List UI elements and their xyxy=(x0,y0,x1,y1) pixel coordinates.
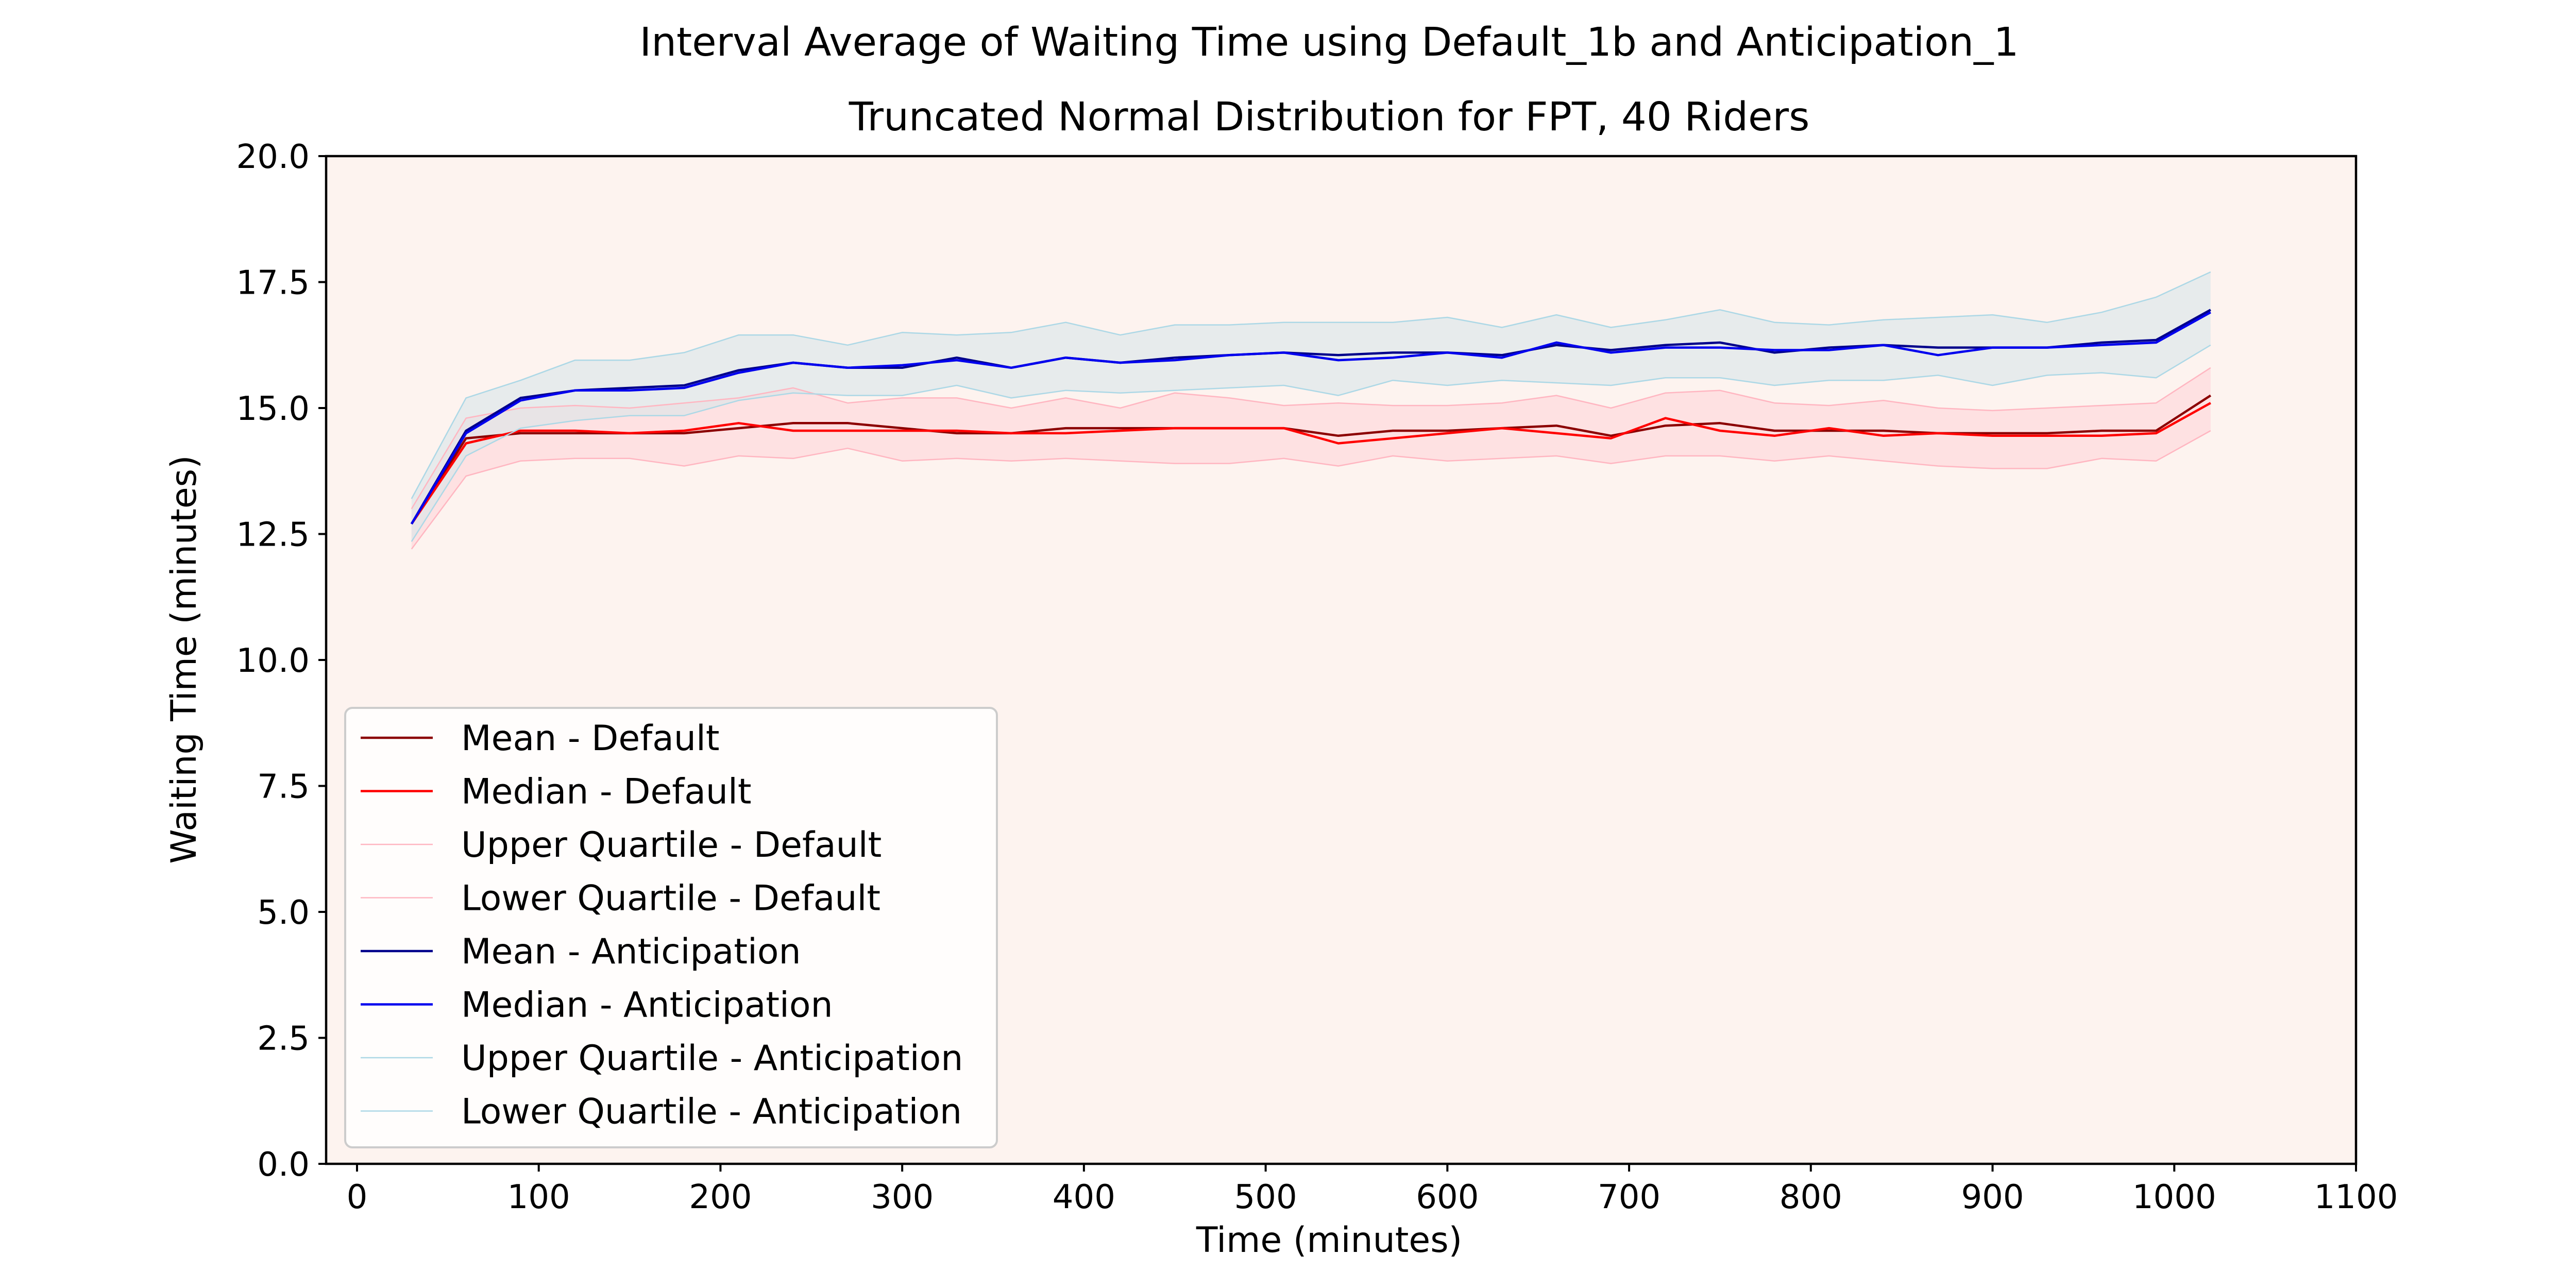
x-tick-label: 600 xyxy=(1416,1178,1479,1216)
x-tick-label: 500 xyxy=(1234,1178,1297,1216)
x-tick-label: 400 xyxy=(1053,1178,1115,1216)
series-line-upper-quartile-anticipation xyxy=(411,271,2211,499)
legend-label-mean-anticipation: Mean - Anticipation xyxy=(461,931,801,972)
y-tick-label: 20.0 xyxy=(236,138,310,176)
y-tick-label: 10.0 xyxy=(236,642,310,680)
legend-label-upper-quartile-anticipation: Upper Quartile - Anticipation xyxy=(461,1038,963,1079)
x-tick-label: 0 xyxy=(347,1178,368,1216)
y-tick-label: 0.0 xyxy=(257,1146,310,1184)
y-tick-label: 17.5 xyxy=(236,264,310,302)
series-line-upper-quartile-default xyxy=(411,367,2211,510)
y-tick-label: 2.5 xyxy=(257,1020,310,1058)
legend-label-median-default: Median - Default xyxy=(461,772,752,812)
series-line-lower-quartile-anticipation xyxy=(411,344,2211,542)
legend-label-upper-quartile-default: Upper Quartile - Default xyxy=(461,825,882,866)
series-line-mean-default xyxy=(410,394,2212,525)
x-axis-label: Time (minutes) xyxy=(1196,1220,1462,1261)
y-tick-label: 5.0 xyxy=(257,894,310,932)
chart-subtitle: Truncated Normal Distribution for FPT, 4… xyxy=(849,94,1810,140)
series-lines xyxy=(410,271,2212,550)
series-line-median-default xyxy=(410,402,2211,525)
x-tick-label: 800 xyxy=(1780,1178,1842,1216)
series-line-median-anticipation xyxy=(410,311,2211,525)
legend-label-median-anticipation: Median - Anticipation xyxy=(461,985,833,1026)
legend: Mean - Default Median - Default Upper Quar… xyxy=(344,707,998,1148)
x-axis: 0 100 200 300 400 500 600 700 800 900 1000 1100 xyxy=(347,1164,2398,1216)
x-tick-label: 100 xyxy=(507,1178,570,1216)
legend-box xyxy=(344,707,998,1148)
legend-label-mean-default: Mean - Default xyxy=(461,718,720,759)
y-axis: 0.0 2.5 5.0 7.5 10.0 12.5 15.0 17.5 20.0 xyxy=(236,138,326,1184)
series-line-lower-quartile-default xyxy=(411,430,2211,550)
quartile-band-1 xyxy=(411,367,2211,549)
x-tick-label: 900 xyxy=(1961,1178,2024,1216)
y-axis-label: Waiting Time (minutes) xyxy=(164,455,205,863)
series-line-mean-anticipation xyxy=(410,309,2211,525)
quartile-bands xyxy=(411,272,2211,549)
y-tick-label: 15.0 xyxy=(236,390,310,428)
chart-title: Interval Average of Waiting Time using D… xyxy=(640,20,2019,65)
quartile-band-2 xyxy=(411,272,2211,542)
x-tick-label: 700 xyxy=(1598,1178,1660,1216)
y-tick-label: 7.5 xyxy=(257,768,310,806)
legend-label-lower-quartile-anticipation: Lower Quartile - Anticipation xyxy=(461,1092,962,1132)
legend-label-lower-quartile-default: Lower Quartile - Default xyxy=(461,878,880,919)
x-tick-label: 1000 xyxy=(2132,1178,2216,1216)
x-tick-label: 300 xyxy=(871,1178,934,1216)
x-tick-label: 200 xyxy=(689,1178,752,1216)
y-tick-label: 12.5 xyxy=(236,516,310,554)
x-tick-label: 1100 xyxy=(2314,1178,2398,1216)
